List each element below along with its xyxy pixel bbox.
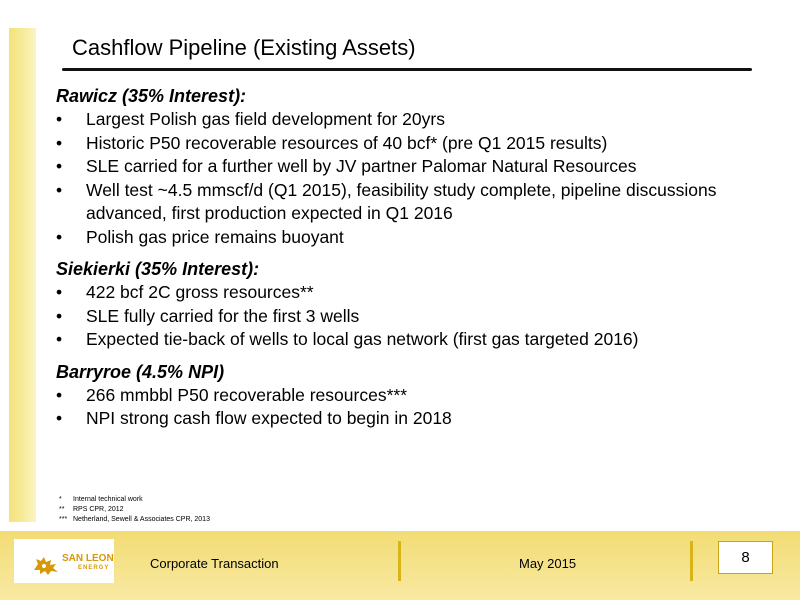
footnote-text: Netherland, Sewell & Associates CPR, 201… [73,516,210,523]
section-heading-barryroe: Barryroe (4.5% NPI) [56,361,225,382]
footnote: ** RPS CPR, 2012 [59,505,210,515]
lion-icon [34,557,58,575]
bullet-text: SLE fully carried for the first 3 wells [86,305,360,326]
company-logo: SAN LEON ENERGY [14,539,114,583]
footnote-mark: * [59,496,62,503]
footer-divider [398,541,401,581]
bullet-text: Expected tie-back of wells to local gas … [86,329,639,349]
footnote: * Internal technical work [59,495,210,505]
bullet-icon: • [56,329,63,349]
bullet-icon: • [56,226,63,247]
logo-subtitle: ENERGY [78,565,110,571]
slide-content: Rawicz (35% Interest): • Largest Polish g… [56,84,786,431]
bullet-icon: • [56,305,63,326]
logo-wordmark: SAN LEON [62,553,114,564]
list-item: • Historic P50 recoverable resources of 4… [56,132,786,156]
list-item: • Polish gas price remains buoyant [56,226,786,250]
footnote-mark: ** [59,506,65,513]
footnote: *** Netherland, Sewell & Associates CPR, … [59,515,210,525]
bullet-icon: • [56,408,63,428]
title-underline [62,68,752,71]
page-number: 8 [718,541,773,574]
slide-footer: SAN LEON ENERGY Corporate Transaction Ma… [0,531,800,600]
bullet-icon: • [56,109,63,129]
footnote-mark: *** [59,516,68,523]
list-item: • Well test ~4.5 mmscf/d (Q1 2015), feasi… [56,179,786,226]
footer-date: May 2015 [519,556,577,571]
list-item: • 266 mmbbl P50 recoverable resources*** [56,384,786,408]
footnote-text: Internal technical work [73,496,143,503]
footnote-text: RPS CPR, 2012 [73,506,124,513]
bullet-icon: • [56,132,63,153]
list-item: • Largest Polish gas field development fo… [56,108,786,132]
bullet-list-barryroe: • 266 mmbbl P50 recoverable resources*** … [56,384,786,431]
bullet-text: NPI strong cash flow expected to begin i… [86,408,452,428]
list-item: • Expected tie-back of wells to local gas… [56,328,786,352]
bullet-icon: • [56,179,63,200]
bullet-text: Well test ~4.5 mmscf/d (Q1 2015), feasib… [86,179,717,224]
bullet-text: Polish gas price remains buoyant [86,226,344,247]
bullet-list-siekierki: • 422 bcf 2C gross resources** • SLE fully… [56,281,786,352]
list-item: • SLE fully carried for the first 3 wells [56,305,786,329]
bullet-icon: • [56,282,63,302]
bullet-text: SLE carried for a further well by JV par… [86,156,637,176]
bullet-list-rawicz: • Largest Polish gas field development fo… [56,108,786,249]
bullet-text: Largest Polish gas field development for… [86,109,445,129]
footnotes: * Internal technical work ** RPS CPR, 2012… [59,495,210,525]
footer-divider [690,541,693,581]
bullet-icon: • [56,384,63,405]
bullet-text: 266 mmbbl P50 recoverable resources*** [86,384,407,405]
bullet-icon: • [56,156,63,176]
section-heading-rawicz: Rawicz (35% Interest): [56,86,247,106]
left-accent-bar [9,28,36,522]
bullet-text: 422 bcf 2C gross resources** [86,282,314,302]
slide-title: Cashflow Pipeline (Existing Assets) [72,35,416,60]
footer-label: Corporate Transaction [150,556,279,571]
list-item: • NPI strong cash flow expected to begin … [56,407,786,431]
bullet-text: Historic P50 recoverable resources of 40… [86,132,608,153]
list-item: • 422 bcf 2C gross resources** [56,281,786,305]
section-heading-siekierki: Siekierki (35% Interest): [56,259,260,279]
list-item: • SLE carried for a further well by JV pa… [56,155,786,179]
